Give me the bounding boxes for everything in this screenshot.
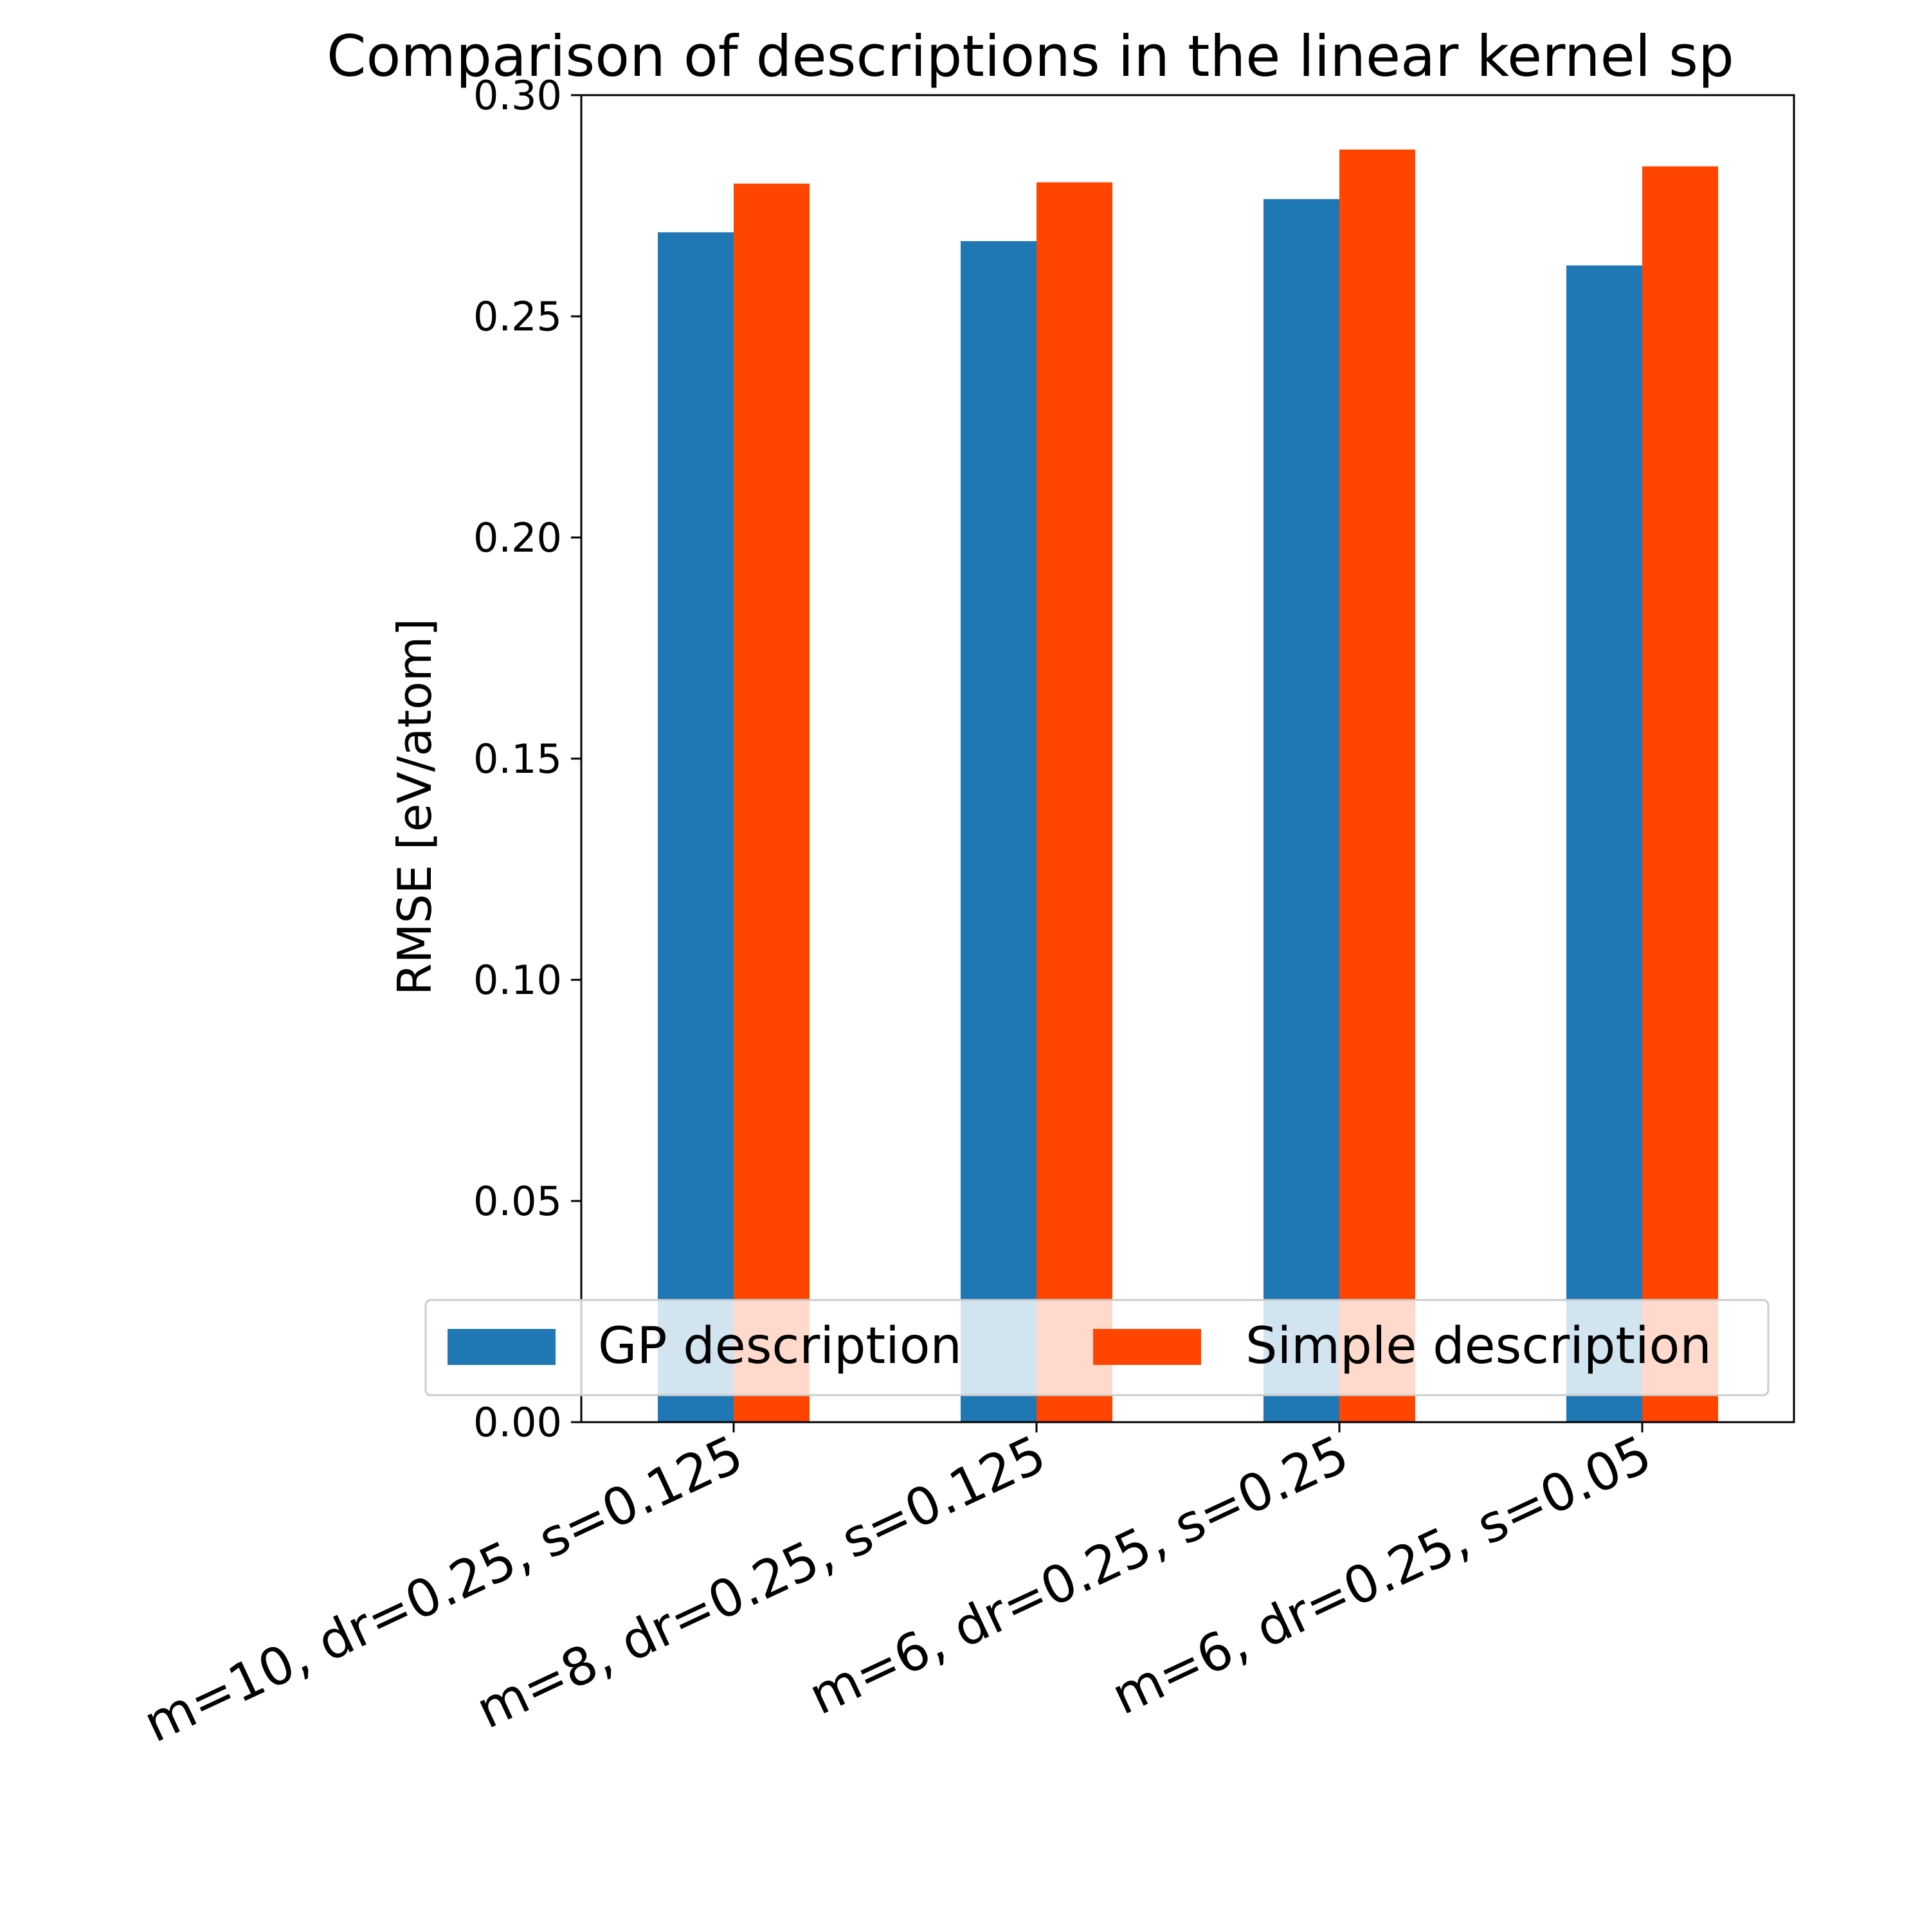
x-tick-label: m=10, dr=0.25, s=0.125 — [135, 1424, 752, 1754]
bar-simple-3 — [1339, 149, 1415, 1422]
y-tick-label: 0.20 — [473, 514, 562, 561]
y-tick-label: 0.25 — [473, 293, 562, 340]
bar-gp-2 — [961, 241, 1037, 1422]
bar-simple-2 — [1037, 182, 1112, 1422]
legend: GP description Simple description — [424, 1299, 1770, 1396]
bar-gp-4 — [1566, 265, 1642, 1422]
legend-swatch-simple — [1093, 1329, 1201, 1365]
chart-title: Comparison of descriptions in the linear… — [327, 23, 1734, 89]
y-axis-label: RMSE [eV/atom] — [388, 618, 442, 996]
bar-simple-4 — [1642, 166, 1718, 1422]
y-tick-label: 0.05 — [473, 1178, 562, 1225]
bars-layer — [658, 149, 1718, 1423]
legend-label-simple: Simple description — [1245, 1317, 1712, 1375]
x-tick-label: m=6, dr=0.25, s=0.25 — [800, 1424, 1357, 1726]
legend-swatch-gp — [448, 1329, 556, 1365]
x-tick-label: m=6, dr=0.25, s=0.05 — [1103, 1424, 1660, 1726]
y-tick-label: 0.10 — [473, 957, 562, 1004]
bar-gp-3 — [1263, 199, 1339, 1423]
legend-label-gp: GP description — [598, 1317, 962, 1375]
x-tick-label: m=8, dr=0.25, s=0.125 — [467, 1424, 1055, 1740]
y-tick-label: 0.00 — [473, 1399, 562, 1446]
y-tick-label: 0.15 — [473, 736, 562, 782]
bar-simple-1 — [734, 183, 810, 1423]
y-tick-label: 0.30 — [473, 72, 562, 119]
plot-frame — [580, 94, 1795, 1423]
bar-gp-1 — [658, 232, 734, 1422]
